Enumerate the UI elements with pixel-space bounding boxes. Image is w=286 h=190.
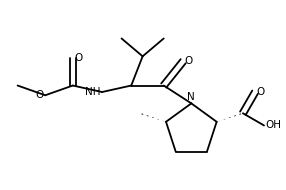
Text: NH: NH	[85, 87, 100, 97]
Text: O: O	[185, 56, 193, 66]
Text: O: O	[257, 87, 265, 97]
Text: O: O	[74, 53, 83, 63]
Text: O: O	[35, 90, 43, 100]
Text: N: N	[187, 92, 195, 102]
Text: OH: OH	[266, 120, 282, 130]
